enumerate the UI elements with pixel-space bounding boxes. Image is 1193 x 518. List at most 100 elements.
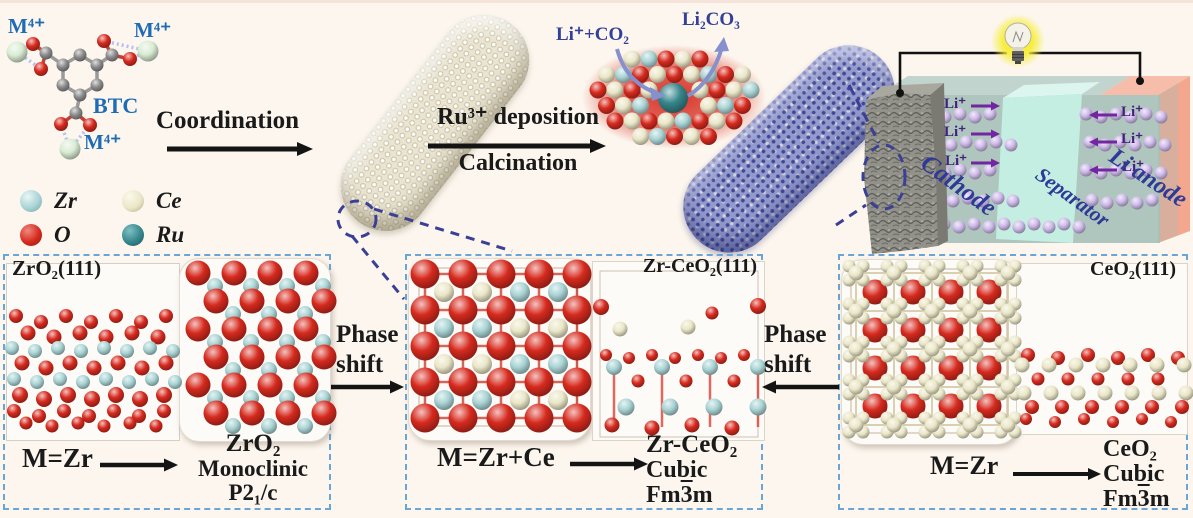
decor-shape (102, 40, 114, 56)
li-flow-arrow-head (991, 101, 1000, 111)
oxygen-atom (123, 52, 137, 66)
li-ion (968, 110, 982, 124)
legend-item-zr: Zr (20, 188, 77, 214)
zr-ceo2-side-view-card (592, 261, 765, 441)
decor-shape (59, 111, 78, 126)
bulb-tip (1015, 61, 1021, 64)
li-ion (982, 220, 996, 234)
li-ion (1057, 217, 1071, 231)
zro2-side-view-card (6, 263, 180, 441)
legend-item-ru: Ru (122, 222, 184, 248)
li-ion (937, 217, 951, 231)
legend-label-o: O (54, 222, 71, 247)
zr-atom (742, 81, 760, 99)
ce-atom (683, 66, 700, 83)
li-ion (967, 217, 981, 231)
m-ion-label-3: M⁴⁺ (84, 130, 122, 154)
legend-label-ru: Ru (156, 222, 185, 247)
zr-atom (615, 66, 632, 83)
decor-shape (32, 42, 47, 55)
zr-atom (700, 66, 717, 83)
o-atom (708, 81, 726, 99)
li-ion (952, 220, 966, 234)
ceo2-space-group: Fm3m (1103, 486, 1170, 513)
zoom-line (350, 235, 406, 300)
o-atom (725, 112, 743, 130)
li-ion (929, 135, 943, 149)
li-ion (1154, 110, 1168, 124)
m-ion-label-2: M⁴⁺ (134, 18, 172, 42)
decor-shape (1158, 83, 1178, 243)
decor-shape (62, 53, 81, 67)
coordination-label: Coordination (156, 107, 300, 134)
zr-atom (649, 128, 666, 145)
decor-shape (111, 53, 131, 61)
li-ion (1072, 220, 1086, 234)
ceo2-product-block: CeO₂ Cubic Fm3m (1103, 436, 1170, 513)
o-atom (734, 97, 751, 114)
wire-terminal (896, 89, 904, 97)
bulb-base (1012, 51, 1024, 61)
reactant-arrow-head (650, 87, 666, 101)
o-atom (700, 128, 717, 145)
ce-atom (734, 66, 751, 83)
decor-shape (96, 53, 113, 67)
calcination-label: Calcination (458, 150, 578, 176)
ceo2-top-view-card (841, 259, 1019, 445)
carbon-atom (73, 48, 87, 62)
li-ion (983, 107, 997, 121)
light-bulb-icon (991, 14, 1045, 68)
zr-ceo2-facet-title: Zr-CeO₂(111) (642, 255, 757, 277)
decor-shape (59, 123, 72, 150)
carbon-atom (73, 88, 87, 102)
ce-atom (598, 66, 615, 83)
decor-shape (16, 42, 34, 54)
li-ion (1094, 166, 1108, 180)
metal-ion-atom (59, 138, 81, 160)
li-ion-label-1: Li⁺ (944, 96, 967, 112)
li-ion (1012, 220, 1026, 234)
zr-atom (640, 50, 658, 68)
zro2-crystal-system: Monoclinic (198, 456, 308, 482)
ru-decorated-rod (664, 26, 914, 272)
ce-atom (623, 112, 641, 130)
o-atom (717, 66, 734, 83)
oxygen-atom (97, 34, 111, 48)
phase-shift-left-label: Phase shift (336, 320, 399, 379)
decor-shape (79, 53, 98, 67)
bulb-filament (1012, 30, 1024, 43)
ce-atom (708, 112, 726, 130)
o-atom (589, 81, 607, 99)
carbon-atom (90, 78, 104, 92)
ce-atom (725, 81, 743, 99)
ceo2-reaction-label: M=Zr (930, 451, 999, 480)
zr-ceo2-top-view-card (408, 258, 591, 441)
circuit-wires (896, 51, 1144, 97)
decor-shape (129, 49, 149, 61)
li-anode-slab (1158, 76, 1190, 243)
li-ion (1143, 135, 1157, 149)
product-arrow (686, 46, 724, 98)
decor-shape (74, 111, 92, 127)
li-ion (931, 191, 945, 205)
m-ion-label-1: M⁴⁺ (8, 14, 46, 38)
zr-ceo2-product-name: Zr-CeO₂ (646, 431, 738, 458)
decor-shape (15, 50, 43, 71)
carbon-atom (56, 78, 70, 92)
decor-shape (103, 39, 149, 53)
o-atom (666, 66, 683, 83)
phase-shift-right-line1: Phase (764, 321, 827, 348)
separator-top (1003, 82, 1100, 98)
ce-atom (615, 97, 632, 114)
ceo2-crystal-system: Cubic (1103, 461, 1165, 488)
li-flow-arrow-head (1089, 165, 1098, 175)
li-anode-top (1100, 76, 1190, 95)
legend-label-ce: Ce (156, 188, 182, 213)
zr-atom (674, 112, 692, 130)
reactant-arrow (615, 48, 657, 95)
ce-atom (700, 97, 717, 114)
decor-shape (44, 51, 65, 67)
li-flow-arrow-head (1089, 137, 1098, 147)
bulb-neck (1012, 47, 1024, 52)
